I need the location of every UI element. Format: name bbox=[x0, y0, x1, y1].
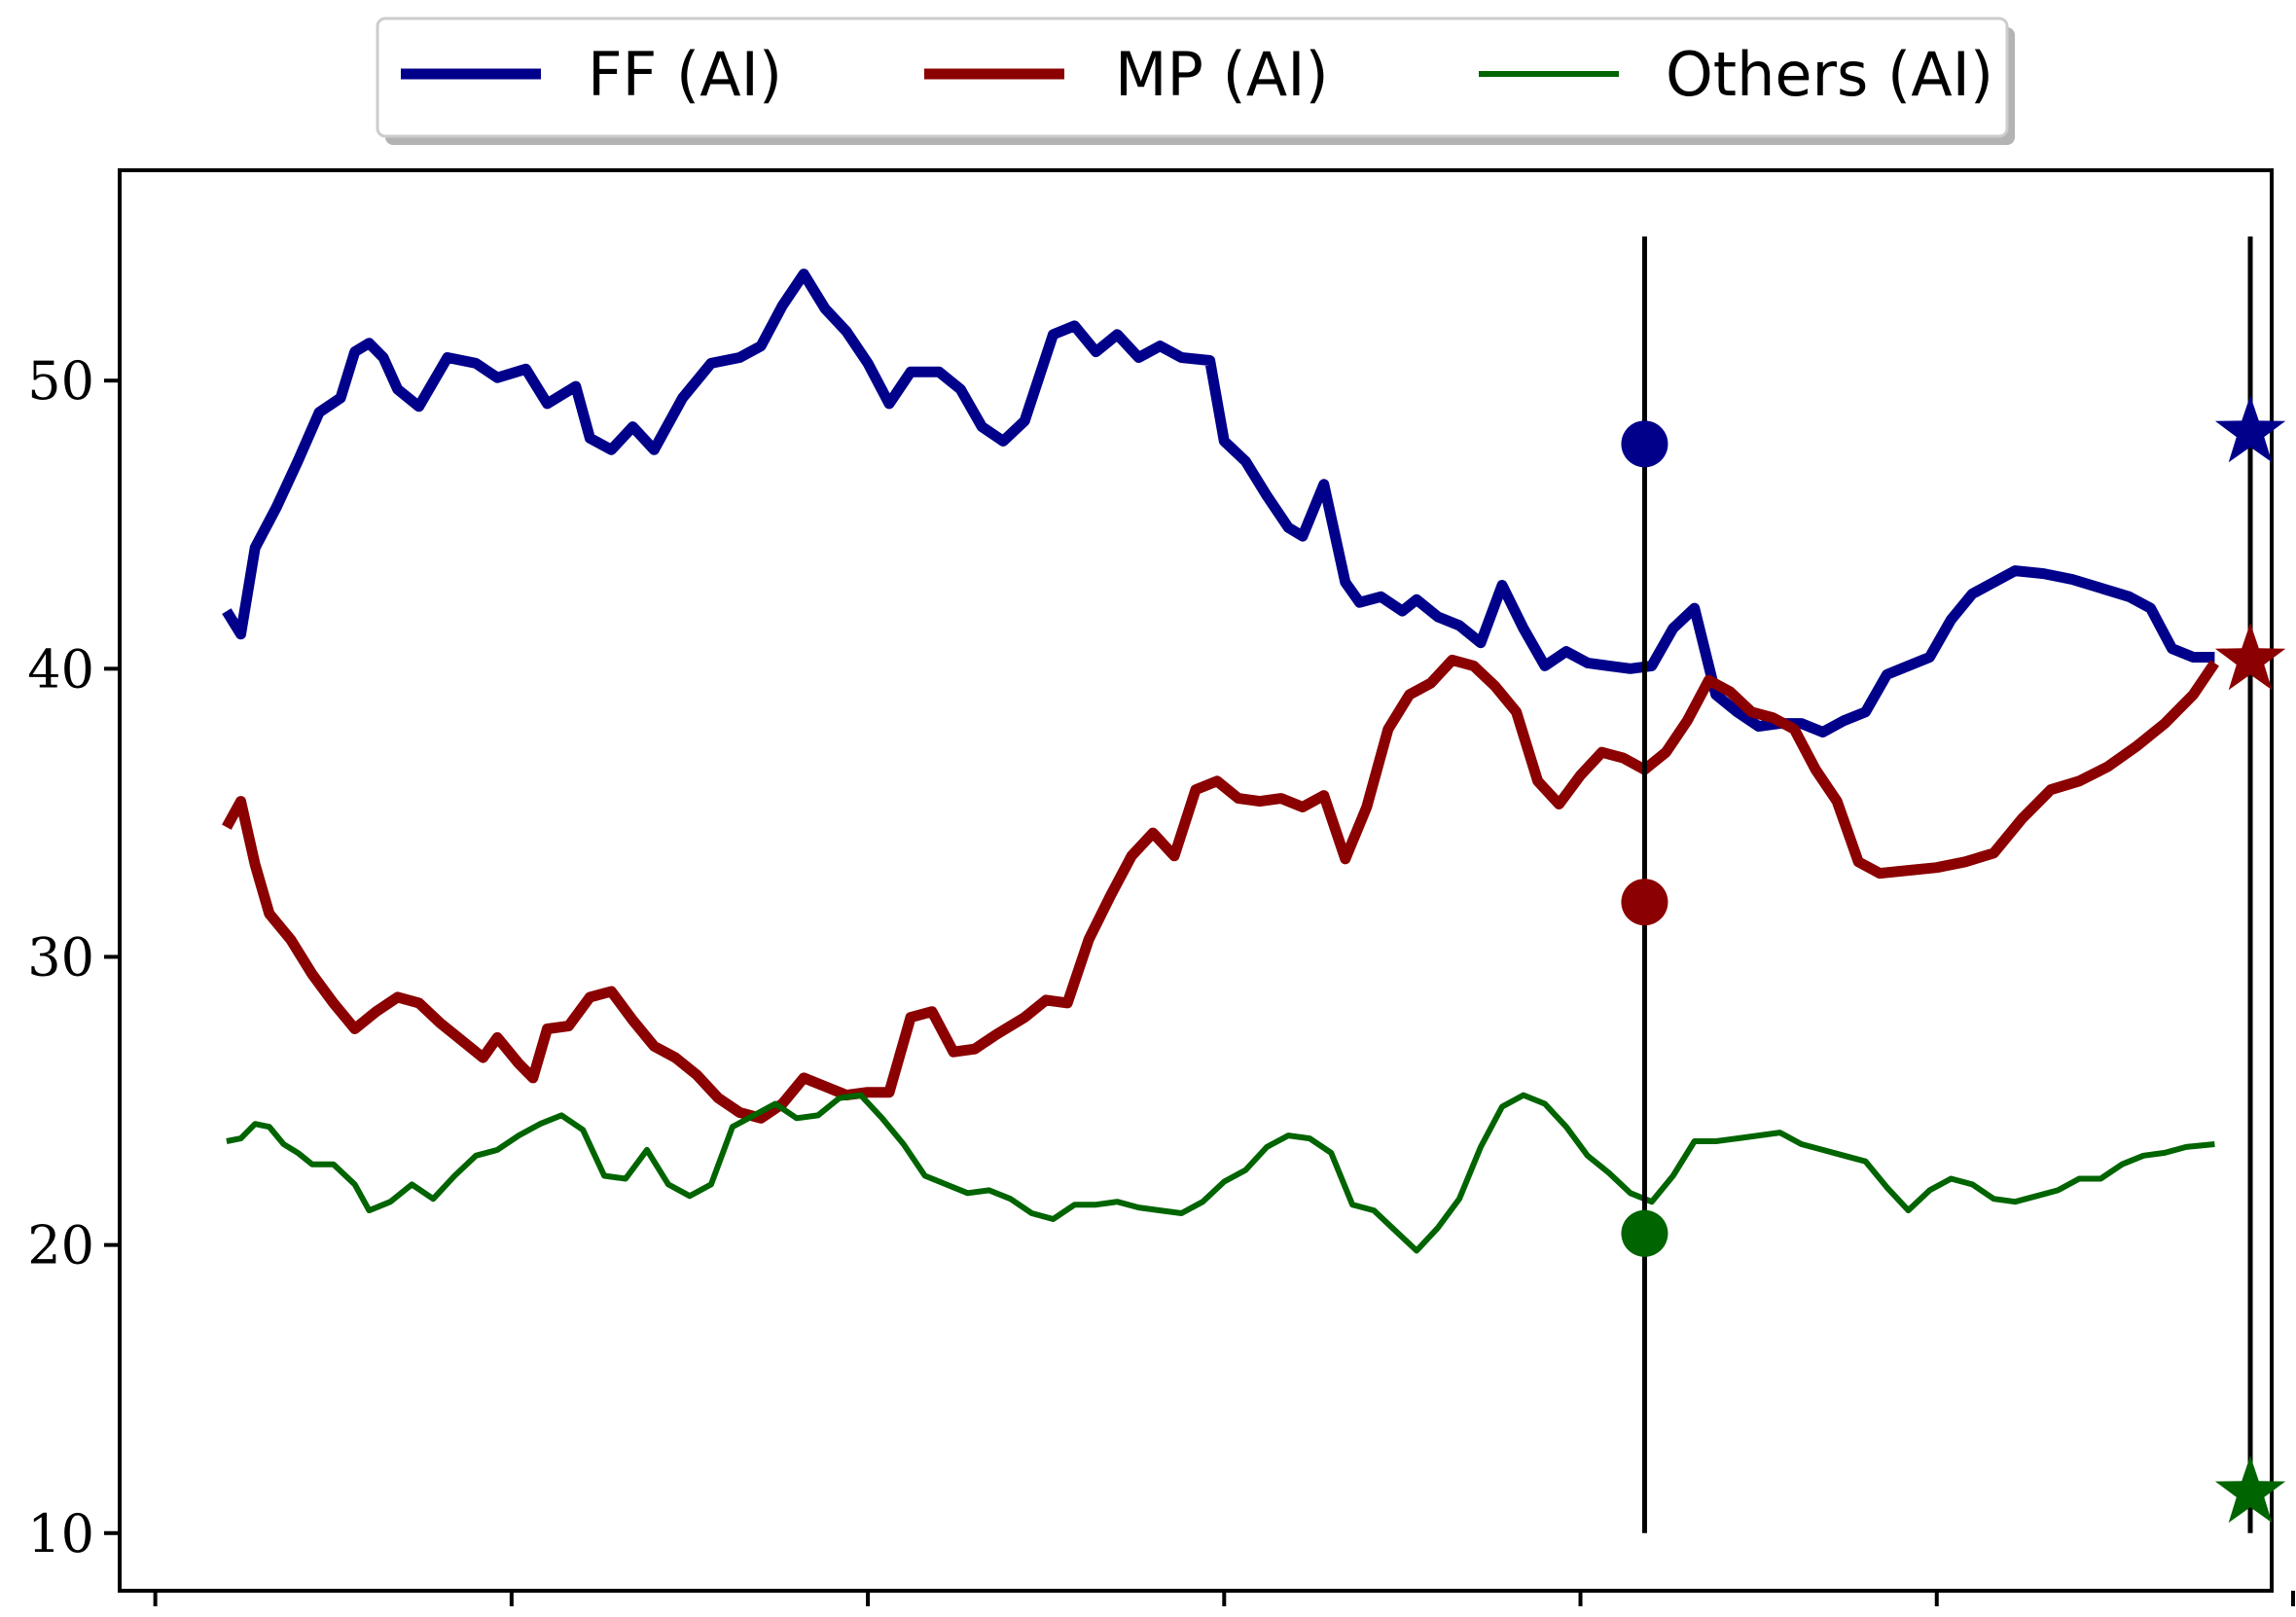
circle-marker-0 bbox=[1621, 420, 1668, 468]
series-line-1 bbox=[222, 654, 2219, 1124]
x-axis bbox=[153, 1591, 2295, 1606]
y-tick-label: 10 bbox=[27, 1503, 94, 1564]
y-axis: 10 20 30 40 50 bbox=[27, 350, 120, 1564]
legend: FF (AI) MP (AI) Others (AI) bbox=[376, 17, 2015, 145]
vertical-lines bbox=[1641, 236, 2253, 1533]
y-tick-label: 50 bbox=[27, 350, 94, 412]
legend-box bbox=[376, 17, 2009, 138]
legend-label-ff: FF (AI) bbox=[588, 39, 782, 110]
y-tick-label: 30 bbox=[27, 926, 94, 988]
star-marker-2 bbox=[2214, 1455, 2286, 1524]
legend-entry-ff: FF (AI) bbox=[401, 39, 782, 110]
series-line-2 bbox=[226, 1092, 2215, 1254]
series-lines bbox=[222, 269, 2219, 1254]
circle-marker-2 bbox=[1621, 1209, 1668, 1257]
plot-area: 10 20 30 40 50 bbox=[27, 168, 2295, 1606]
legend-entry-others: Others (AI) bbox=[1479, 39, 1993, 110]
markers bbox=[1621, 395, 2286, 1524]
series-line-0 bbox=[222, 269, 2215, 737]
legend-label-mp: MP (AI) bbox=[1115, 39, 1329, 110]
plot-frame bbox=[118, 168, 2274, 1593]
y-tick-label: 40 bbox=[27, 638, 94, 700]
star-marker-1 bbox=[2214, 623, 2286, 691]
legend-entry-mp: MP (AI) bbox=[924, 39, 1329, 110]
circle-marker-1 bbox=[1621, 879, 1668, 926]
legend-label-others: Others (AI) bbox=[1666, 39, 1993, 110]
y-tick-label: 20 bbox=[27, 1215, 94, 1276]
star-marker-0 bbox=[2214, 395, 2286, 463]
